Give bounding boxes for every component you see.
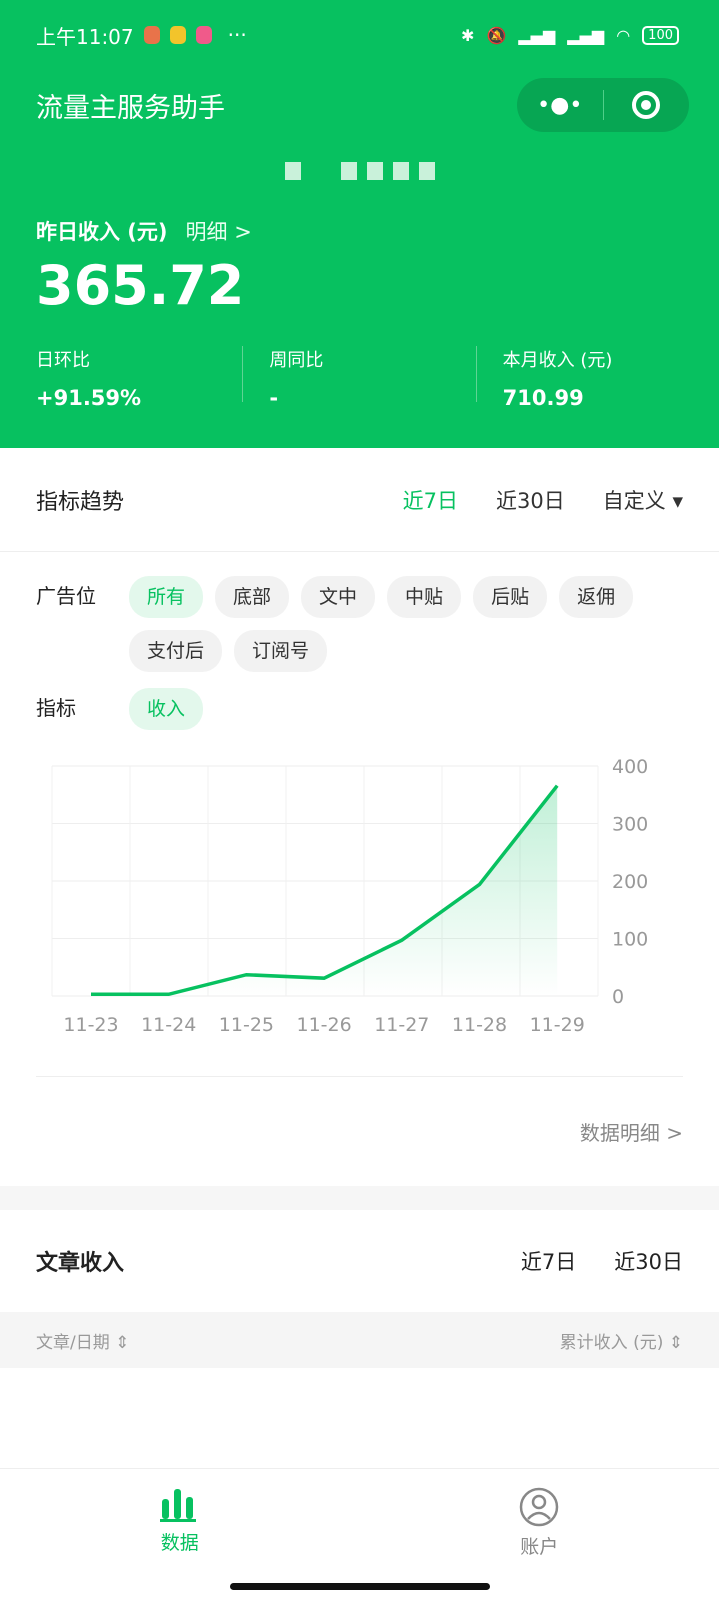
stat-label: 周同比	[269, 350, 324, 371]
income-chart: 0 100 200 300 400 11-23 11-24 11-25 11-26 11-27 11…	[0, 746, 719, 1076]
col-article-date[interactable]: 文章/日期 ⇕	[36, 1332, 130, 1353]
user-circle-icon	[520, 1487, 559, 1527]
more-dots-icon[interactable]: •●•	[537, 92, 583, 118]
wifi-icon: ◠	[616, 25, 631, 45]
trend-card: 指标趋势 近7日 近30日 自定义 ▾ 广告位 所有 底部 文中 中贴 后贴 返佣支付后订…	[0, 448, 719, 1186]
x-tick-label: 11-26	[296, 1014, 351, 1036]
stat-month: 本月收入 (元) 710.99	[503, 346, 683, 410]
yesterday-income-value: 365.72	[36, 254, 245, 317]
signal-icon: ▂▄▆	[518, 25, 556, 45]
article-tab-30-days[interactable]: 近30日	[614, 1250, 683, 1274]
y-tick-label: 0	[612, 986, 624, 1008]
chip-slot[interactable]: 返佣	[559, 576, 634, 618]
redacted-account	[285, 162, 435, 180]
signal-icon: ▂▄▆	[567, 25, 605, 45]
article-income-section: 文章收入 近7日 近30日	[0, 1210, 719, 1312]
mini-program-capsule: •●•	[517, 78, 689, 132]
status-bar: 上午11:07 ··· ✱ 🔕 ▂▄▆ ▂▄▆ ◠ 100	[36, 20, 679, 50]
tab-30-days[interactable]: 近30日	[496, 488, 565, 513]
nav-account[interactable]: 账户	[360, 1469, 719, 1600]
stat-label: 日环比	[36, 350, 90, 371]
stat-label: 本月收入 (元)	[502, 350, 613, 371]
trend-title: 指标趋势	[36, 489, 125, 515]
table-body	[0, 1368, 719, 1468]
x-tick-label: 11-28	[452, 1014, 507, 1036]
detail-link[interactable]: 明细 >	[185, 220, 252, 244]
tab-custom[interactable]: 自定义 ▾	[602, 488, 683, 513]
home-indicator[interactable]	[230, 1583, 490, 1590]
y-tick-label: 300	[612, 814, 648, 836]
tab-7-days[interactable]: 近7日	[402, 488, 459, 513]
chart-svg: 0 100 200 300 400 11-23 11-24 11-25 11-26 11-27 11…	[51, 756, 648, 1036]
chip-slot[interactable]: 支付后	[129, 630, 223, 672]
y-tick-label: 200	[612, 871, 648, 893]
header-panel: 上午11:07 ··· ✱ 🔕 ▂▄▆ ▂▄▆ ◠ 100 流量主服务助手 •●…	[0, 0, 719, 448]
stat-day: 日环比 +91.59%	[36, 346, 216, 410]
y-tick-label: 100	[612, 929, 648, 951]
app-notification-icon	[169, 26, 186, 44]
chip-slot[interactable]: 订阅号	[234, 630, 328, 672]
slot-label: 广告位	[36, 584, 96, 608]
stat-value: 710.99	[502, 386, 584, 410]
chip-slot[interactable]: 中贴	[387, 576, 462, 618]
stat-value: -	[269, 386, 279, 410]
chip-slot[interactable]: 后贴	[473, 576, 548, 618]
x-tick-label: 11-24	[141, 1014, 196, 1036]
app-notification-icon	[195, 26, 212, 44]
x-tick-label: 11-23	[63, 1014, 118, 1036]
metric-label: 指标	[36, 696, 76, 720]
bluetooth-icon: ✱	[461, 25, 475, 45]
article-tab-7-days[interactable]: 近7日	[520, 1250, 577, 1274]
nav-label: 账户	[520, 1536, 559, 1558]
col-cumulative-income[interactable]: 累计收入 (元) ⇕	[559, 1332, 683, 1353]
data-detail-link[interactable]: 数据明细 >	[579, 1121, 683, 1145]
mute-icon: 🔕	[486, 25, 507, 45]
bottom-nav: 数据 账户	[0, 1468, 719, 1600]
nav-label: 数据	[160, 1532, 199, 1554]
income-label: 昨日收入 (元)	[36, 220, 168, 244]
table-header: 文章/日期 ⇕ 累计收入 (元) ⇕	[0, 1312, 719, 1368]
x-tick-label: 11-27	[374, 1014, 429, 1036]
bar-chart-icon	[159, 1489, 196, 1522]
target-icon[interactable]	[604, 91, 690, 119]
status-time: 上午11:07	[36, 24, 134, 49]
app-title: 流量主服务助手	[36, 93, 225, 124]
battery-icon: 100	[642, 25, 679, 45]
x-tick-label: 11-25	[219, 1014, 274, 1036]
article-title: 文章收入	[36, 1251, 125, 1276]
chip-slot[interactable]: 底部	[215, 576, 290, 618]
nav-data[interactable]: 数据	[0, 1469, 360, 1600]
x-tick-label: 11-29	[530, 1014, 585, 1036]
yesterday-income-label: 昨日收入 (元) 明细 >	[36, 216, 252, 246]
app-notification-icon	[143, 26, 160, 44]
area-fill	[91, 785, 558, 996]
chip-metric-income[interactable]: 收入	[129, 688, 204, 730]
status-more: ···	[227, 23, 247, 47]
stats-row: 日环比 +91.59% 周同比 - 本月收入 (元) 710.99	[36, 346, 683, 410]
chip-slot[interactable]: 文中	[301, 576, 376, 618]
y-tick-label: 400	[612, 756, 648, 778]
stat-value: +91.59%	[36, 386, 142, 410]
stat-week: 周同比 -	[269, 346, 449, 410]
chip-slot[interactable]: 所有	[129, 576, 204, 618]
